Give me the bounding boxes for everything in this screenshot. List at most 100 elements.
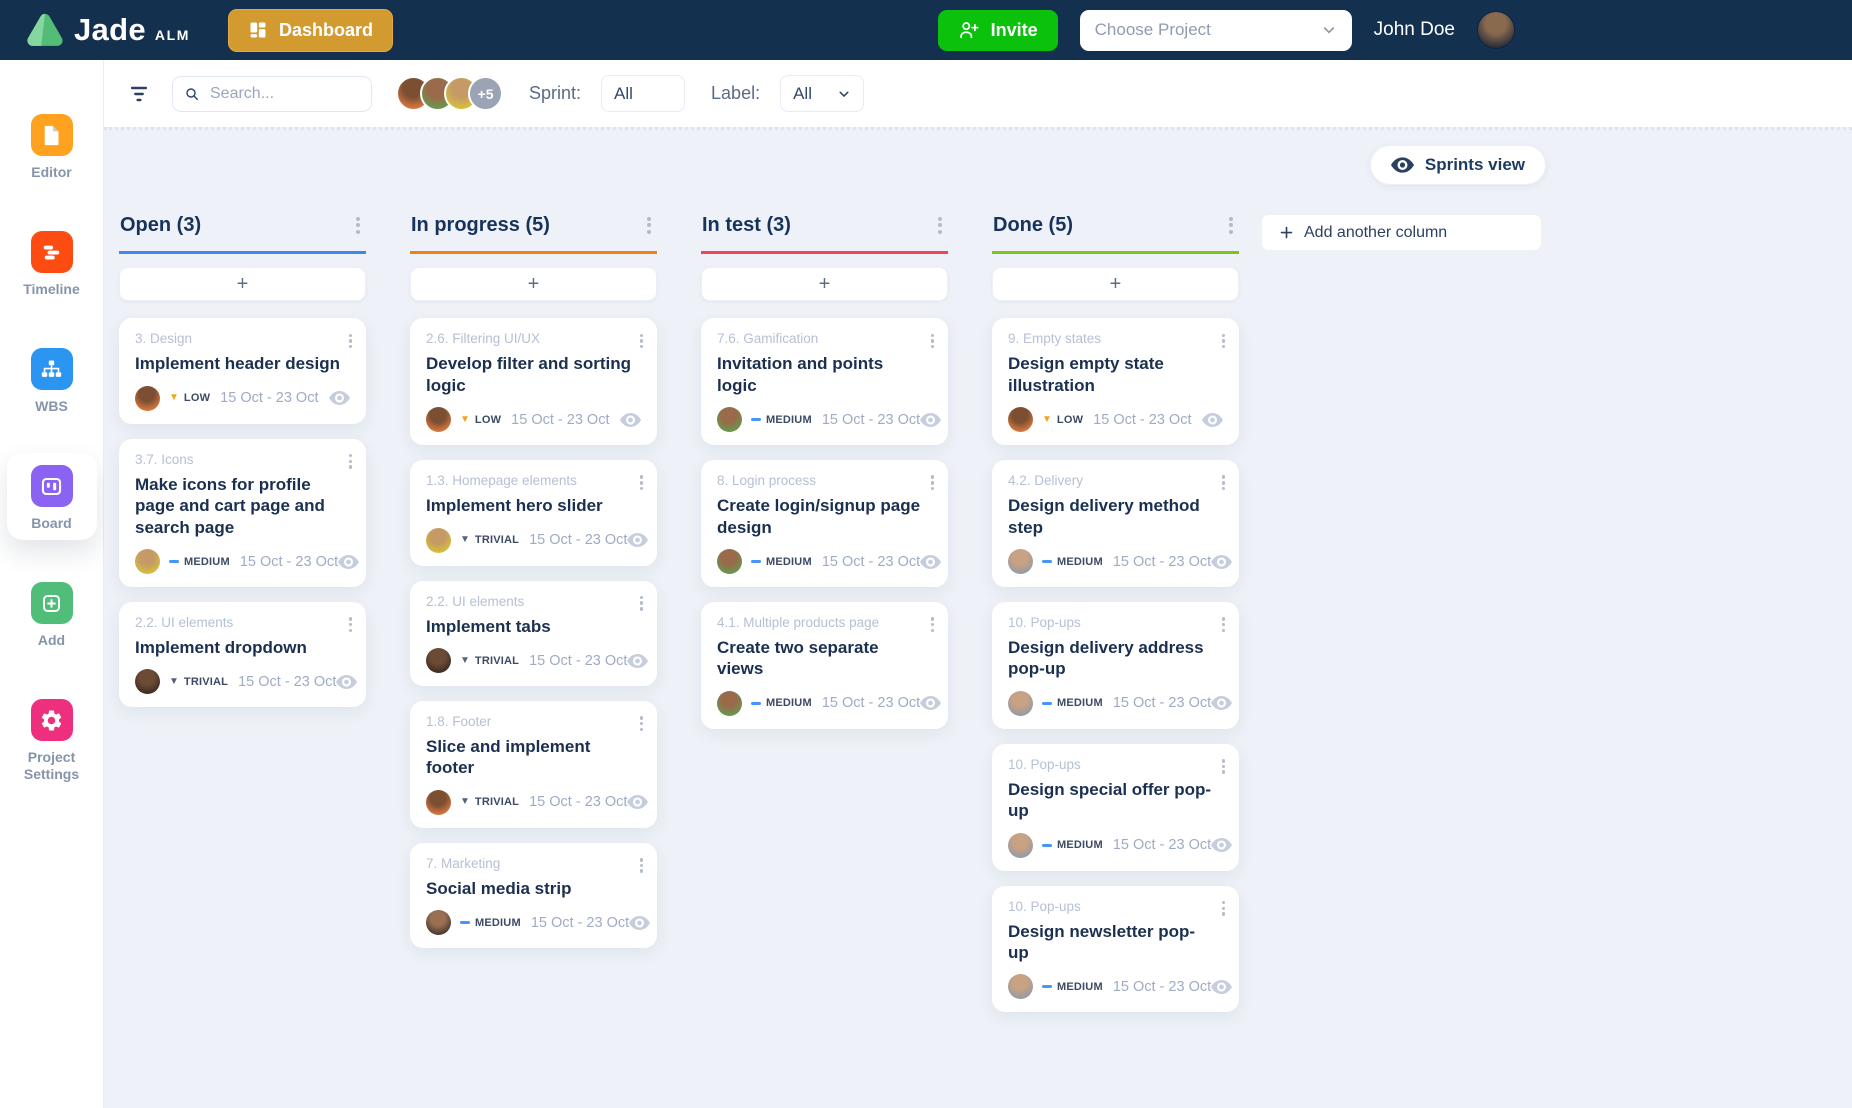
filter-icon[interactable] (126, 81, 152, 107)
assignee-avatar (135, 385, 160, 411)
watch-eye-icon[interactable] (1211, 696, 1233, 711)
sprints-view-label: Sprints view (1424, 155, 1525, 174)
watch-eye-icon[interactable] (620, 412, 641, 427)
add-card-button[interactable]: + (992, 267, 1239, 302)
add-another-column-button[interactable]: Add another column (1261, 214, 1542, 251)
watch-eye-icon[interactable] (920, 554, 942, 569)
task-card[interactable]: 7.6. Gamification Invitation and points l… (701, 318, 948, 446)
task-card[interactable]: 1.3. Homepage elements Implement hero sli… (410, 460, 657, 566)
priority-trivial-icon: ▼ (460, 534, 470, 546)
watch-eye-icon[interactable] (329, 391, 350, 406)
card-menu-button[interactable] (634, 328, 650, 353)
task-card[interactable]: 2.2. UI elements Implement dropdown ▼ TRIVI… (119, 602, 366, 708)
task-card[interactable]: 4.2. Delivery Design delivery method step… (992, 460, 1239, 587)
watch-eye-icon[interactable] (1202, 412, 1223, 427)
watch-eye-icon[interactable] (920, 412, 942, 427)
task-card[interactable]: 2.6. Filtering UI/UX Develop filter and s… (410, 318, 657, 446)
task-card[interactable]: 8. Login process Create login/signup page… (701, 460, 948, 587)
kanban-board: Sprints view Open (3) +3. Design Implement… (104, 127, 1852, 1108)
watch-eye-icon[interactable] (338, 554, 360, 569)
priority-label: TRIVIAL (474, 654, 520, 667)
sidebar-item-board[interactable]: Board (6, 453, 97, 541)
card-menu-button[interactable] (634, 711, 650, 736)
column-menu-button[interactable] (1223, 211, 1239, 239)
add-card-button[interactable]: + (701, 267, 948, 302)
card-meta: ▼ TRIVIAL 15 Oct - 23 Oct (426, 789, 649, 815)
watch-eye-icon[interactable] (627, 795, 649, 810)
task-card[interactable]: 7. Marketing Social media strip MEDIUM 15 O… (410, 842, 657, 949)
watch-eye-icon[interactable] (920, 696, 942, 711)
board-column-done-5: Done (5) +9. Empty states Design empty sta… (992, 211, 1239, 1013)
priority-indicator: MEDIUM (1042, 697, 1103, 709)
priority-label: MEDIUM (184, 555, 230, 568)
card-menu-button[interactable] (925, 470, 941, 495)
watch-eye-icon[interactable] (336, 674, 358, 689)
card-menu-button[interactable] (1216, 896, 1232, 921)
card-menu-button[interactable] (634, 853, 650, 878)
card-title: Design delivery address pop-up (1008, 638, 1204, 679)
sprint-filter-value[interactable]: All (601, 75, 686, 112)
watch-eye-icon[interactable] (627, 653, 649, 668)
brand-name: Jade (74, 12, 146, 47)
column-menu-button[interactable] (932, 211, 948, 239)
card-category: 9. Empty states (1008, 331, 1102, 347)
task-card[interactable]: 10. Pop-ups Design special offer pop-up ME… (992, 743, 1239, 871)
priority-indicator: MEDIUM (460, 917, 521, 929)
column-header: Done (5) (992, 211, 1239, 255)
priority-label: LOW (183, 392, 211, 405)
add-card-button[interactable]: + (119, 267, 366, 302)
card-menu-button[interactable] (343, 449, 359, 474)
project-select[interactable]: Choose Project (1079, 9, 1352, 51)
task-card[interactable]: 4.1. Multiple products page Create two se… (701, 602, 948, 729)
priority-medium-icon (1042, 843, 1052, 847)
sidebar-item-add[interactable]: Add (7, 570, 97, 657)
task-card[interactable]: 3. Design Implement header design ▼ LOW 15 O… (119, 318, 366, 424)
card-title: Make icons for profile page and cart pag… (135, 474, 325, 537)
watch-eye-icon[interactable] (629, 915, 651, 930)
settings-gear-icon (30, 699, 73, 742)
card-menu-button[interactable] (1216, 754, 1232, 779)
sidebar-item-label: Timeline (23, 281, 80, 298)
card-menu-button[interactable] (925, 328, 941, 353)
card-menu-button[interactable] (1216, 328, 1232, 353)
label-filter-selected: All (793, 83, 812, 103)
task-card[interactable]: 9. Empty states Design empty state illust… (992, 318, 1239, 446)
card-menu-button[interactable] (343, 328, 359, 353)
sidebar-item-timeline[interactable]: Timeline (7, 219, 97, 306)
invite-button[interactable]: Invite (937, 9, 1058, 51)
task-card[interactable]: 10. Pop-ups Design delivery address pop-u… (992, 602, 1239, 729)
dashboard-button[interactable]: Dashboard (227, 8, 394, 52)
column-menu-button[interactable] (350, 211, 366, 239)
cards-list: 2.6. Filtering UI/UX Develop filter and s… (410, 318, 657, 949)
add-card-button[interactable]: + (410, 267, 657, 302)
watch-eye-icon[interactable] (1211, 979, 1233, 994)
priority-indicator: ▼ LOW (169, 392, 210, 404)
sidebar-item-wbs[interactable]: WBS (7, 336, 97, 423)
task-card[interactable]: 1.8. Footer Slice and implement footer ▼ TR… (410, 701, 657, 828)
user-avatar[interactable] (1477, 11, 1515, 49)
card-title: Design special offer pop-up (1008, 779, 1212, 821)
watch-eye-icon[interactable] (627, 533, 649, 548)
watch-eye-icon[interactable] (1211, 554, 1233, 569)
card-menu-button[interactable] (343, 612, 359, 637)
card-dates: 15 Oct - 23 Oct (529, 652, 628, 669)
card-menu-button[interactable] (1216, 612, 1232, 637)
chevron-down-icon (837, 87, 851, 101)
card-menu-button[interactable] (925, 612, 941, 637)
column-menu-button[interactable] (641, 211, 657, 239)
sidebar-item-editor[interactable]: Editor (7, 102, 97, 189)
sidebar-item-project-settings[interactable]: Project Settings (7, 687, 97, 790)
card-menu-button[interactable] (634, 470, 650, 495)
wbs-icon (30, 348, 73, 391)
task-card[interactable]: 10. Pop-ups Design newsletter pop-up MEDIU… (992, 885, 1239, 1013)
label-filter-select[interactable]: All (780, 75, 865, 112)
priority-label: MEDIUM (766, 413, 812, 426)
avatar-overflow-count[interactable]: +5 (468, 76, 503, 111)
card-menu-button[interactable] (634, 591, 650, 616)
sprints-view-button[interactable]: Sprints view (1369, 145, 1546, 185)
search-input[interactable] (208, 83, 360, 104)
task-card[interactable]: 2.2. UI elements Implement tabs ▼ TRIVIAL 15… (410, 580, 657, 686)
watch-eye-icon[interactable] (1211, 838, 1233, 853)
task-card[interactable]: 3.7. Icons Make icons for profile page an… (119, 438, 366, 587)
card-menu-button[interactable] (1216, 470, 1232, 495)
